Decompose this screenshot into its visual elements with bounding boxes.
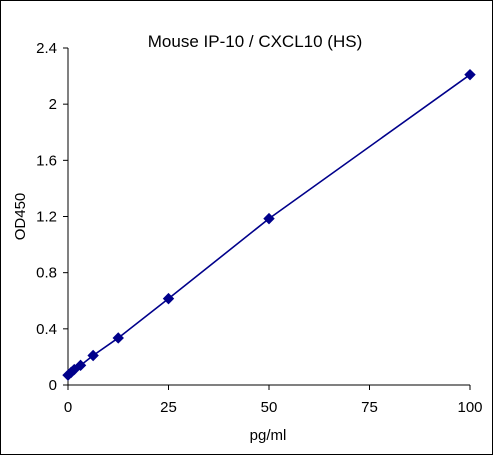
y-axis-label: OD450 [12, 193, 29, 241]
x-tick-label: 100 [457, 399, 482, 416]
y-tick-label: 2 [49, 96, 57, 113]
x-tick-label: 75 [361, 399, 378, 416]
data-point [74, 359, 87, 372]
x-axis-label: pg/ml [250, 427, 287, 444]
axes: 0 0.4 0.8 1.2 1.6 2 2.4 0 25 50 75 100 [36, 40, 482, 416]
plot-area [62, 68, 476, 381]
data-point [112, 332, 124, 344]
y-tick-label: 0.8 [36, 265, 57, 282]
x-tick-label: 25 [160, 399, 177, 416]
data-point [162, 292, 175, 305]
y-tick-label: 1.6 [36, 152, 57, 169]
x-tick-label: 0 [64, 399, 72, 416]
y-tick-label: 0 [49, 377, 57, 394]
y-tick-label: 1.2 [36, 209, 57, 226]
chart-title: Mouse IP-10 / CXCL10 (HS) [148, 32, 362, 51]
series-line [67, 74, 471, 376]
data-point [263, 212, 275, 225]
data-point [87, 349, 99, 362]
y-tick-label: 0.4 [36, 321, 57, 338]
x-tick-label: 50 [261, 399, 278, 416]
y-tick-label: 2.4 [36, 40, 57, 57]
data-point [464, 68, 476, 81]
